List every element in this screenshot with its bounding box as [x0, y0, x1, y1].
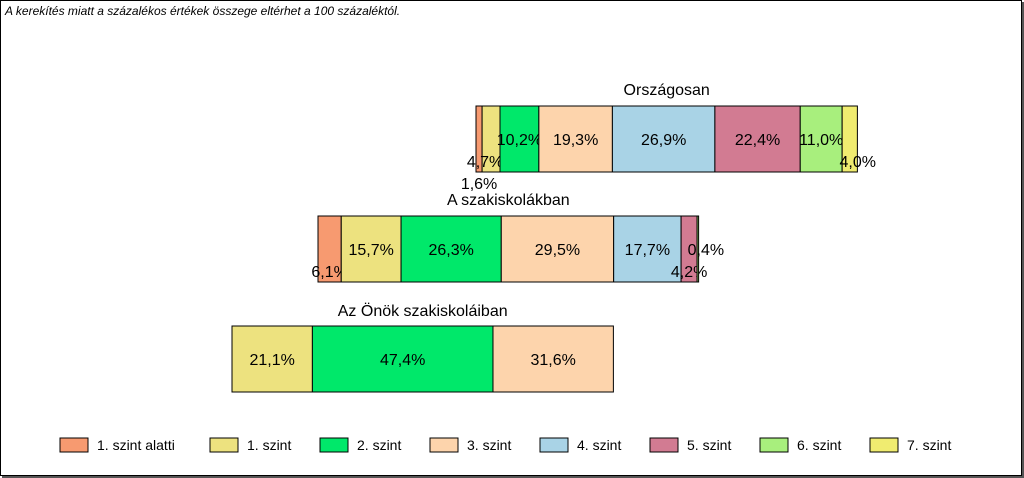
legend-swatch [59, 437, 89, 453]
group-title: Az Önök szakiskoláiban [338, 302, 508, 320]
bar-segment [841, 105, 858, 173]
data-label: 0,4% [688, 242, 724, 259]
bar-segment [340, 215, 402, 283]
legend-label: 4. szint [577, 437, 621, 453]
legend-swatch [649, 437, 679, 453]
data-label: 22,4% [735, 132, 780, 149]
data-label: 26,9% [641, 132, 686, 149]
legend-label: 7. szint [907, 437, 951, 453]
legend-swatch [319, 437, 349, 453]
data-label: 15,7% [348, 242, 393, 259]
legend-label: 1. szint alatti [97, 437, 175, 453]
legend-label: 1. szint [247, 437, 291, 453]
data-label: 19,3% [553, 132, 598, 149]
bar-segment [696, 215, 700, 283]
data-label: 21,1% [250, 352, 295, 369]
data-label: 47,4% [380, 352, 425, 369]
bar-segment [714, 105, 801, 173]
data-label: 10,2% [497, 132, 542, 149]
data-label: 1,6% [461, 176, 497, 193]
legend-label: 5. szint [687, 437, 731, 453]
bar-segment [492, 325, 614, 393]
data-label: 6,1% [311, 264, 347, 281]
bar-segment [538, 105, 613, 173]
group-title: A szakiskolákban [447, 192, 570, 209]
data-label: 4,7% [467, 154, 503, 171]
bar-segment [400, 215, 502, 283]
legend-swatch [429, 437, 459, 453]
data-label: 4,2% [671, 264, 707, 281]
legend-swatch [869, 437, 899, 453]
bar-segment [613, 215, 682, 283]
legend-label: 3. szint [467, 437, 511, 453]
bar-segment [231, 325, 313, 393]
data-label: 4,0% [840, 154, 876, 171]
bar-segment [500, 215, 615, 283]
data-label: 26,3% [428, 242, 473, 259]
group-title: Országosan [624, 82, 710, 99]
legend-label: 6. szint [797, 437, 841, 453]
bar-segment [311, 325, 494, 393]
data-label: 17,7% [625, 242, 670, 259]
legend-swatch [759, 437, 789, 453]
bar-segment [499, 105, 540, 173]
bar-segment [799, 105, 843, 173]
legend-swatch [539, 437, 569, 453]
data-label: 11,0% [799, 132, 843, 149]
data-label: 31,6% [530, 352, 575, 369]
legend-swatch [209, 437, 239, 453]
rounding-note: A kerekítés miatt a százalékos értékek ö… [5, 4, 401, 18]
legend-label: 2. szint [357, 437, 401, 453]
data-label: 29,5% [535, 242, 580, 259]
